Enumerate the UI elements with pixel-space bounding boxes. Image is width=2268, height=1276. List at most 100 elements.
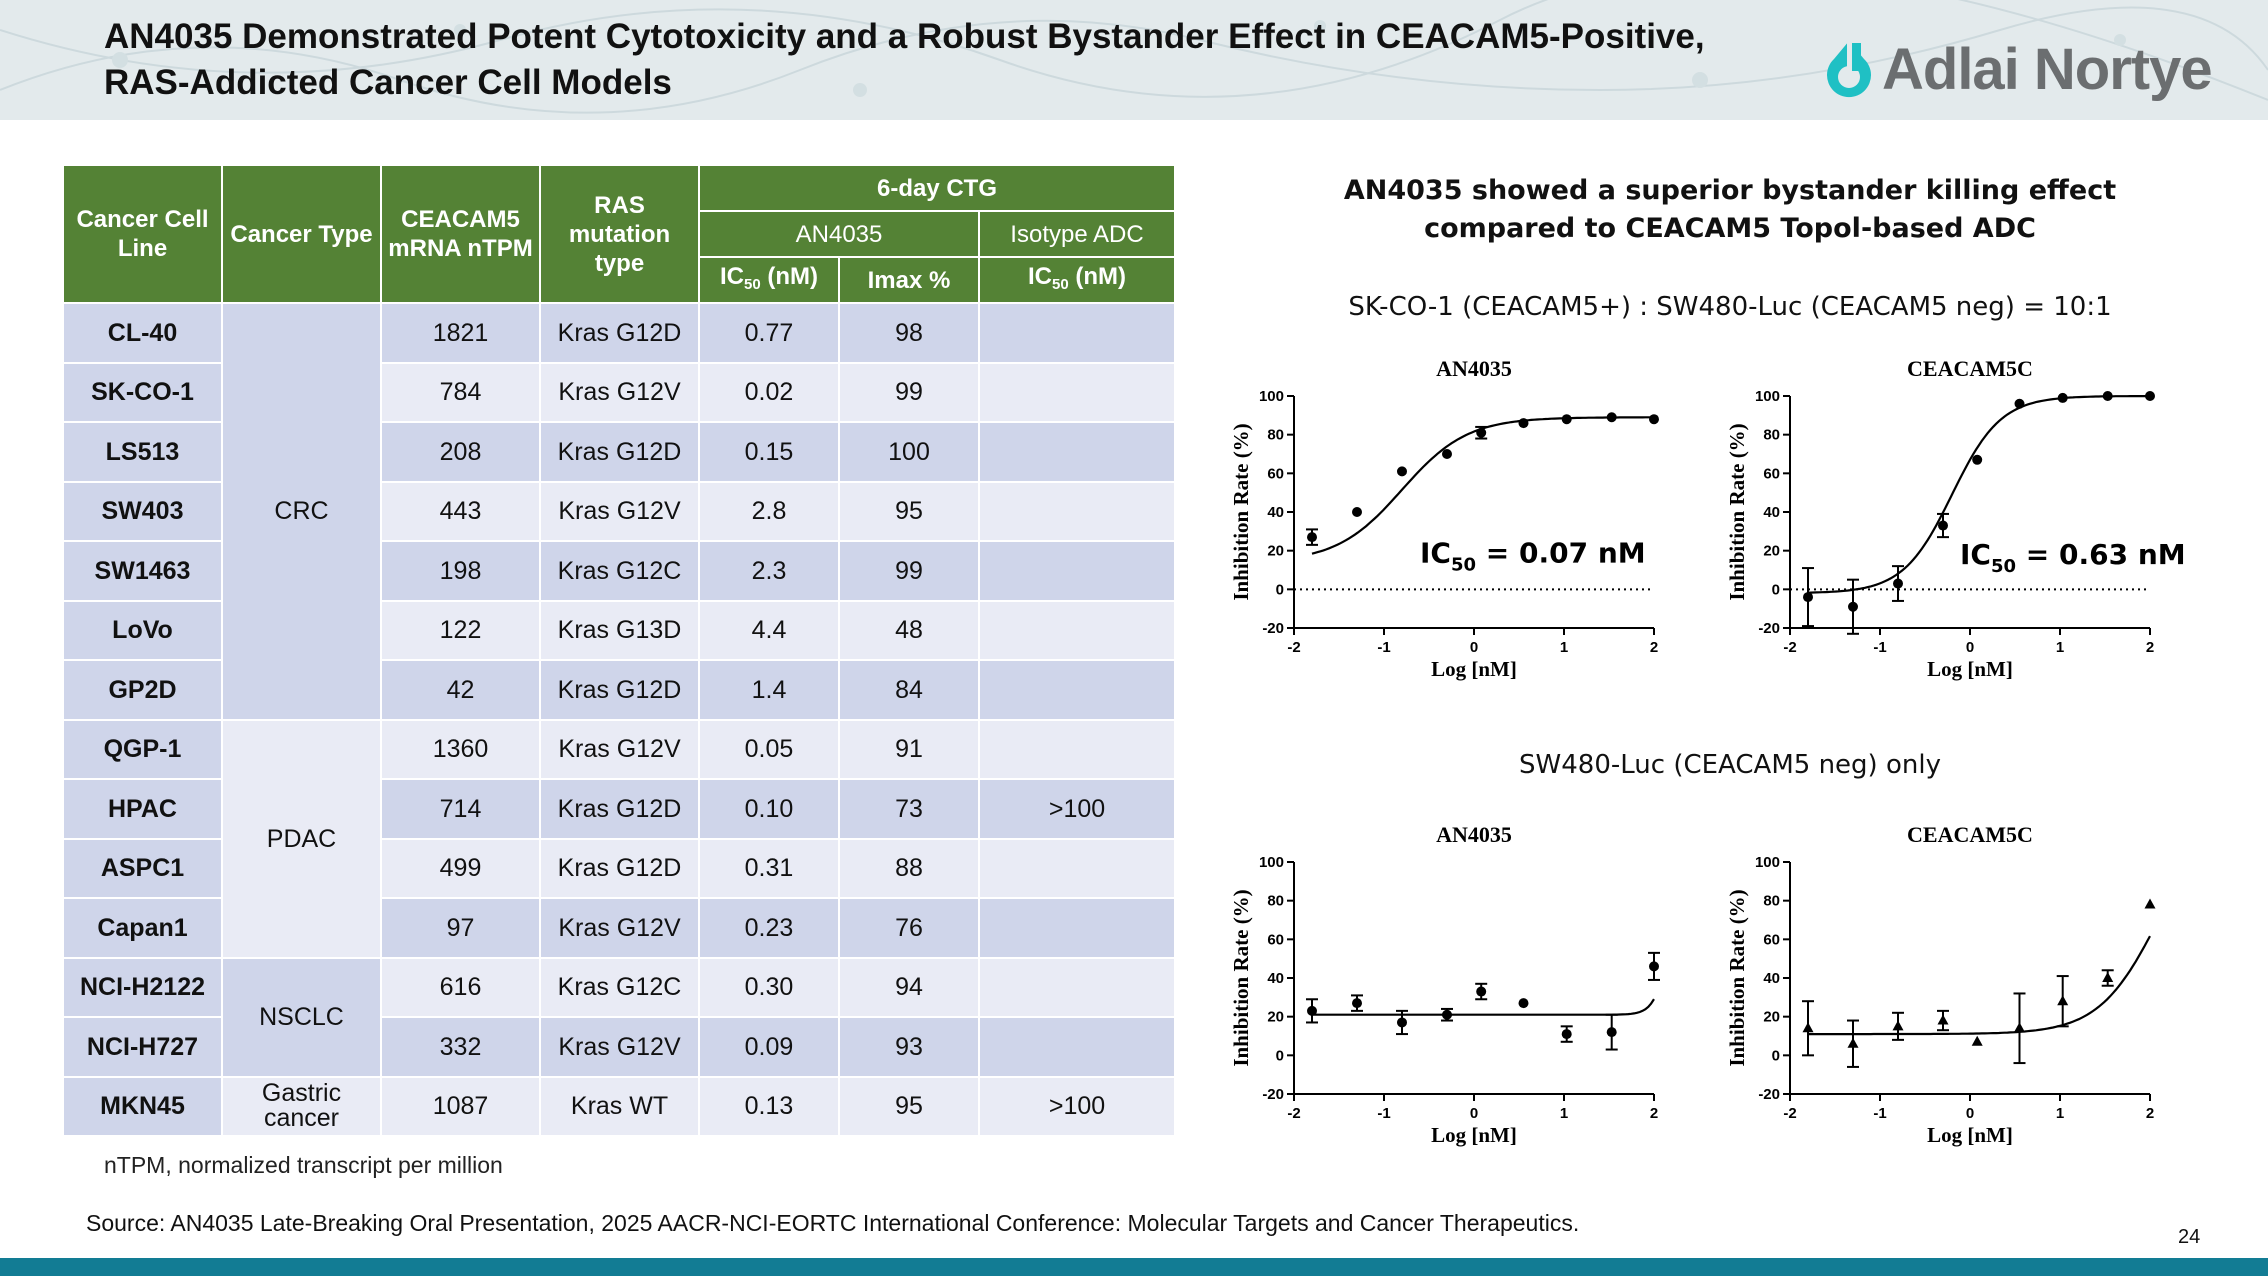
- isotype-ic50-value: [980, 304, 1174, 362]
- ras-mutation-value: Kras G12V: [541, 720, 698, 778]
- table-row: LoVo 122 Kras G13D 4.4 48: [64, 601, 1174, 659]
- y-tick-label: 80: [1267, 893, 1284, 910]
- data-point: [1307, 532, 1317, 543]
- x-tick-label: -2: [1783, 639, 1796, 656]
- y-tick-label: 100: [1755, 854, 1780, 871]
- data-point: [2057, 995, 2069, 1006]
- cell-line-name: SW403: [64, 482, 221, 540]
- isotype-ic50-value: [980, 958, 1174, 1016]
- header-isotype-adc: Isotype ADC: [980, 212, 1174, 256]
- data-point: [1848, 601, 1858, 612]
- coculture-label: SK-CO-1 (CEACAM5+) : SW480-Luc (CEACAM5 …: [1348, 292, 2112, 322]
- data-point: [1352, 998, 1362, 1009]
- x-tick-label: -1: [1377, 639, 1390, 656]
- ceacam5-ntpm-value: 42: [382, 661, 539, 719]
- x-tick-label: 2: [2146, 1105, 2154, 1122]
- x-tick-label: 2: [1650, 639, 1658, 656]
- y-tick-label: -20: [1758, 1086, 1780, 1103]
- x-tick-label: 0: [1966, 1105, 1974, 1122]
- data-point: [1518, 418, 1529, 429]
- bottom-bar: [0, 1258, 2268, 1276]
- chart-mono-ceacam5c: CEACAM5C -20 0 20 40 60 80 100 -2 -1 0 1 2 Log [nM] In…: [1725, 822, 2156, 1147]
- ic50-value: 0.30: [700, 958, 838, 1016]
- data-point: [2102, 391, 2113, 401]
- ic50-value: 0.02: [700, 363, 838, 421]
- y-tick-label: -20: [1262, 620, 1284, 637]
- isotype-ic50-value: [980, 363, 1174, 421]
- ras-mutation-value: Kras G12D: [541, 304, 698, 362]
- data-point: [1476, 427, 1487, 438]
- x-tick-label: 1: [1560, 639, 1568, 656]
- ic50-value: 0.31: [700, 839, 838, 897]
- y-tick-label: 60: [1763, 931, 1780, 948]
- table-row: SK-CO-1 784 Kras G12V 0.02 99: [64, 363, 1174, 421]
- header-ic50-an4035: IC50 (nM): [700, 258, 838, 302]
- data-point: [1397, 466, 1407, 477]
- table-row: MKN45 Gastric cancer 1087 Kras WT 0.13 95 >100: [64, 1077, 1174, 1135]
- x-tick-label: -1: [1873, 639, 1886, 656]
- table-row: HPAC 714 Kras G12D 0.10 73 >100: [64, 780, 1174, 838]
- chart-title: CEACAM5C: [1907, 822, 2033, 847]
- ic50-value: 0.77: [700, 304, 838, 362]
- data-point: [1307, 1005, 1317, 1016]
- logo-text: Adlai Nortye: [1882, 36, 2213, 102]
- isotype-ic50-value: [980, 601, 1174, 659]
- y-tick-label: 60: [1267, 931, 1284, 948]
- table-row: NCI-H727 332 Kras G12V 0.09 93: [64, 1018, 1174, 1076]
- x-tick-label: 1: [2056, 639, 2064, 656]
- cell-line-name: ASPC1: [64, 839, 221, 897]
- data-point: [1803, 592, 1813, 603]
- isotype-ic50-value: [980, 1018, 1174, 1076]
- company-logo: Adlai Nortye: [1820, 34, 2213, 104]
- chart-coculture-an4035: AN4035 -20 0 20 40 60 80 100 -2 -1 0 1 2 Log [nM] Inhi…: [1229, 356, 1659, 681]
- x-tick-label: 2: [1650, 1105, 1658, 1122]
- ceacam5-ntpm-value: 332: [382, 1018, 539, 1076]
- imax-value: 98: [840, 304, 978, 362]
- cell-line-table: Cancer Cell Line Cancer Type CEACAM5 mRN…: [62, 164, 1176, 1137]
- imax-value: 94: [840, 958, 978, 1016]
- ras-mutation-value: Kras G12V: [541, 1018, 698, 1076]
- ras-mutation-value: Kras G12V: [541, 899, 698, 957]
- ceacam5-ntpm-value: 616: [382, 958, 539, 1016]
- data-point: [1893, 578, 1903, 589]
- header-ceacam5-ntpm: CEACAM5 mRNA nTPM: [382, 166, 539, 302]
- isotype-ic50-value: >100: [980, 780, 1174, 838]
- ceacam5-ntpm-value: 1821: [382, 304, 539, 362]
- ras-mutation-value: Kras G13D: [541, 601, 698, 659]
- bystander-heading-line1: AN4035 showed a superior bystander killi…: [1343, 175, 2117, 206]
- ras-mutation-value: Kras G12V: [541, 482, 698, 540]
- cancer-type-group: Gastric cancer: [223, 1077, 380, 1135]
- data-point: [1518, 998, 1529, 1009]
- isotype-ic50-value: >100: [980, 1077, 1174, 1135]
- table-row: SW1463 198 Kras G12C 2.3 99: [64, 542, 1174, 600]
- cell-line-name: SK-CO-1: [64, 363, 221, 421]
- y-tick-label: 60: [1267, 465, 1284, 482]
- chart-title: AN4035: [1436, 356, 1512, 381]
- data-point: [1476, 986, 1487, 997]
- ic50-value: 0.09: [700, 1018, 838, 1076]
- header-cell-line: Cancer Cell Line: [64, 166, 221, 302]
- data-point: [1561, 1029, 1572, 1040]
- ceacam5-ntpm-value: 784: [382, 363, 539, 421]
- imax-value: 91: [840, 720, 978, 778]
- y-axis-label: Inhibition Rate (%): [1725, 889, 1749, 1066]
- y-tick-label: 0: [1276, 581, 1284, 598]
- x-tick-label: 2: [2146, 639, 2154, 656]
- isotype-ic50-value: [980, 720, 1174, 778]
- monoculture-label: SW480-Luc (CEACAM5 neg) only: [1519, 750, 1941, 780]
- ic50-value: 0.23: [700, 899, 838, 957]
- data-point: [1442, 449, 1452, 459]
- cancer-type-group: NSCLC: [223, 958, 380, 1076]
- table-row: GP2D 42 Kras G12D 1.4 84: [64, 661, 1174, 719]
- data-point: [1442, 1009, 1452, 1020]
- table-row: CL-40 CRC 1821 Kras G12D 0.77 98: [64, 304, 1174, 719]
- table-row: QGP-1 PDAC 1360 Kras G12V 0.05 91: [64, 720, 1174, 957]
- cell-line-name: Capan1: [64, 899, 221, 957]
- imax-value: 48: [840, 601, 978, 659]
- ic50-value: 2.8: [700, 482, 838, 540]
- table-row: LS513 208 Kras G12D 0.15 100: [64, 423, 1174, 481]
- table-body: CL-40 CRC 1821 Kras G12D 0.77 98 SK-CO-1 784 Kra…: [64, 304, 1174, 1135]
- y-tick-label: 40: [1763, 970, 1780, 987]
- isotype-ic50-value: [980, 482, 1174, 540]
- data-point: [1606, 1027, 1617, 1038]
